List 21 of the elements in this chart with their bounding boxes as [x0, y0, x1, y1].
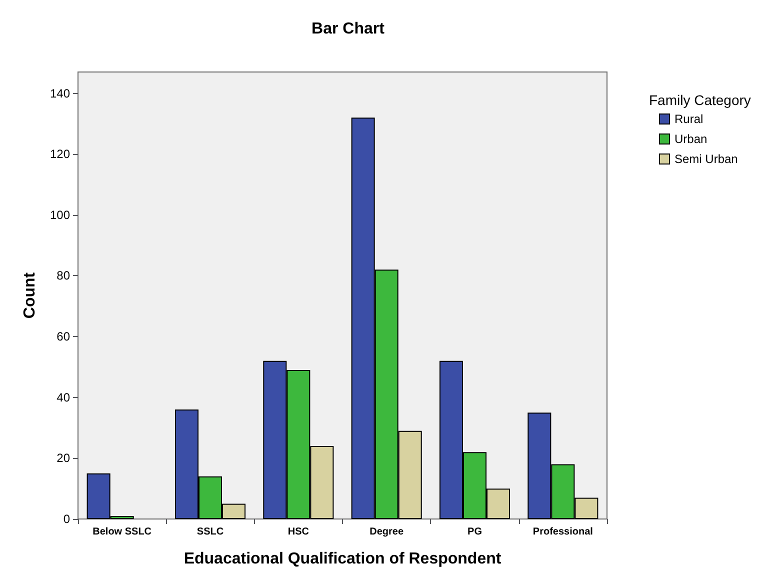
- x-tick-label: PG: [468, 526, 482, 538]
- chart-title: Bar Chart: [312, 20, 386, 38]
- y-tick-label: 60: [56, 330, 70, 344]
- y-tick-label: 80: [56, 268, 70, 283]
- y-tick-label: 20: [56, 451, 70, 466]
- legend-label: Rural: [674, 112, 704, 126]
- x-tick-label: Professional: [532, 526, 594, 538]
- y-tick-label: 40: [56, 390, 70, 404]
- y-axis-title: Count: [22, 272, 38, 319]
- legend-label: Urban: [674, 132, 708, 146]
- x-tick-label: Below SSLC: [92, 526, 152, 538]
- legend-title: Family Category: [649, 92, 751, 108]
- legend-label: Semi Urban: [674, 152, 738, 166]
- x-axis-title: Eduacational Qualification of Respondent: [184, 550, 502, 568]
- y-tick-label: 0: [63, 512, 70, 526]
- y-tick-label: 120: [50, 147, 70, 162]
- x-tick-label: Degree: [370, 526, 404, 538]
- y-tick-label: 100: [50, 208, 70, 222]
- x-tick-label: HSC: [288, 526, 309, 538]
- x-tick-label: SSLC: [196, 526, 224, 538]
- y-tick-label: 140: [50, 86, 70, 100]
